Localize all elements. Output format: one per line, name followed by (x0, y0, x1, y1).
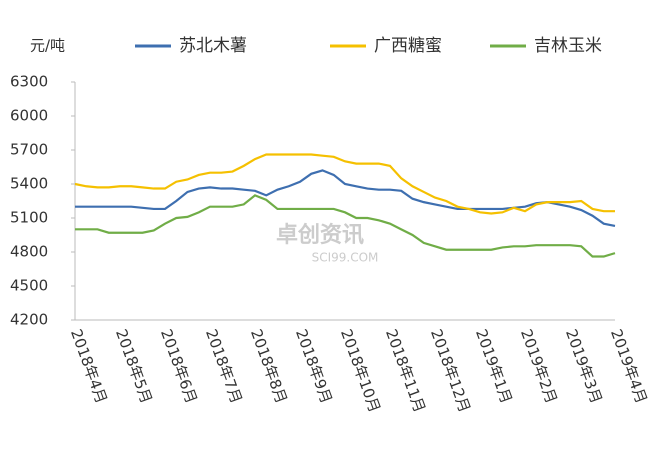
series-line (75, 169, 616, 228)
x-tick-label: 2019年4月 (607, 327, 650, 406)
legend-label: 广西糖蜜 (374, 36, 442, 56)
x-tick-label: 2019年2月 (517, 327, 560, 406)
x-tick-label: 2018年10月 (337, 327, 384, 415)
x-tick-label: 2018年7月 (202, 327, 245, 406)
y-tick-label: 5700 (10, 141, 48, 159)
y-tick-label: 4800 (10, 243, 48, 261)
y-tick-label: 4200 (10, 311, 48, 329)
legend-label: 苏北木薯 (179, 36, 247, 56)
y-tick-label: 5100 (10, 209, 48, 227)
legend-label: 吉林玉米 (534, 36, 602, 56)
watermark-site: SCI99.COM (312, 251, 379, 265)
y-tick-label: 5400 (10, 175, 48, 193)
y-tick-label: 6300 (10, 73, 48, 91)
x-tick-label: 2018年8月 (247, 327, 290, 406)
x-tick-label: 2018年4月 (67, 327, 110, 406)
x-tick-label: 2018年6月 (157, 327, 200, 406)
x-tick-label: 2018年11月 (382, 327, 429, 415)
x-tick-label: 2018年9月 (292, 327, 335, 406)
x-tick-label: 2019年3月 (562, 327, 605, 406)
x-tick-label: 2018年5月 (112, 327, 155, 406)
y-tick-label: 6000 (10, 107, 48, 125)
y-tick-label: 4500 (10, 277, 48, 295)
watermark: 卓创资讯 (276, 223, 364, 248)
series-line (74, 153, 615, 215)
y-unit: 元/吨 (30, 37, 65, 55)
x-tick-label: 2018年12月 (427, 327, 474, 415)
series-line (75, 194, 616, 258)
x-tick-label: 2019年1月 (472, 327, 515, 406)
